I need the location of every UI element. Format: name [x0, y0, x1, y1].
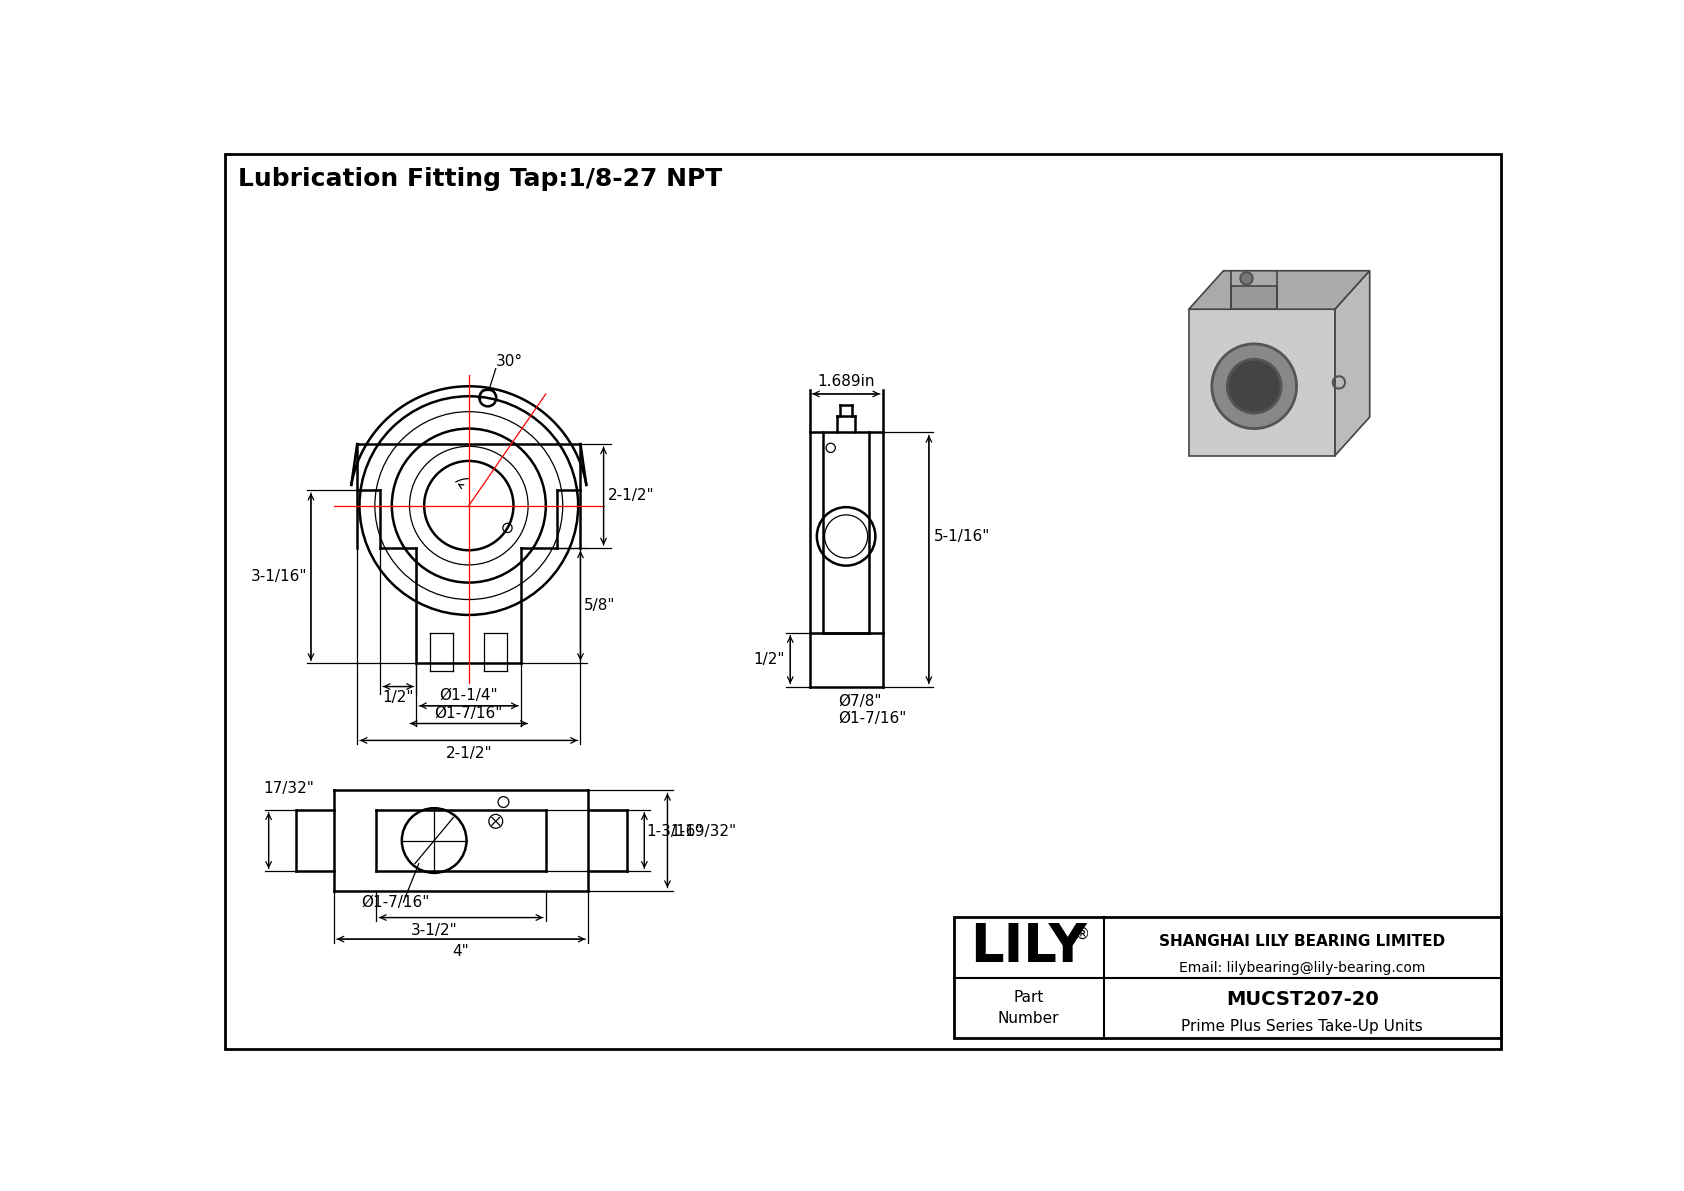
Circle shape	[1212, 344, 1297, 429]
Text: 5-1/16": 5-1/16"	[935, 529, 990, 544]
Text: LILY: LILY	[970, 921, 1086, 973]
Text: Prime Plus Series Take-Up Units: Prime Plus Series Take-Up Units	[1182, 1018, 1423, 1034]
Text: 1/2": 1/2"	[753, 653, 785, 667]
Polygon shape	[1231, 286, 1276, 310]
Text: Lubrication Fitting Tap:1/8-27 NPT: Lubrication Fitting Tap:1/8-27 NPT	[237, 167, 722, 191]
Circle shape	[1228, 360, 1282, 413]
Text: 2-1/2": 2-1/2"	[608, 488, 653, 504]
Text: 30°: 30°	[495, 354, 524, 368]
Text: Ø1-7/16": Ø1-7/16"	[839, 711, 906, 727]
Bar	[953, 917, 1500, 1039]
Text: Email: lilybearing@lily-bearing.com: Email: lilybearing@lily-bearing.com	[1179, 961, 1426, 975]
Text: 1/2": 1/2"	[382, 691, 414, 705]
Circle shape	[1241, 273, 1253, 285]
Polygon shape	[1189, 310, 1335, 455]
Text: Ø7/8": Ø7/8"	[839, 694, 882, 710]
Text: 4": 4"	[453, 944, 470, 960]
Text: 2-1/2": 2-1/2"	[446, 746, 492, 761]
Text: 3-1/2": 3-1/2"	[411, 923, 458, 939]
Text: 1-19/32": 1-19/32"	[670, 824, 736, 838]
Polygon shape	[1189, 270, 1369, 310]
Text: 3-1/16": 3-1/16"	[251, 569, 306, 585]
Text: 1-3/16": 1-3/16"	[647, 824, 702, 838]
Text: ®: ®	[1074, 927, 1090, 941]
Text: 17/32": 17/32"	[263, 781, 315, 796]
Text: Part
Number: Part Number	[999, 990, 1059, 1025]
Text: MUCST207-20: MUCST207-20	[1226, 990, 1379, 1009]
Text: Ø1-1/4": Ø1-1/4"	[440, 688, 498, 704]
Text: 5/8": 5/8"	[584, 598, 615, 613]
Text: Ø1-7/16": Ø1-7/16"	[360, 894, 429, 910]
Text: SHANGHAI LILY BEARING LIMITED: SHANGHAI LILY BEARING LIMITED	[1159, 934, 1445, 948]
Text: Ø1-7/16": Ø1-7/16"	[434, 706, 504, 722]
Polygon shape	[1335, 270, 1369, 455]
Text: 1.689in: 1.689in	[817, 374, 876, 388]
